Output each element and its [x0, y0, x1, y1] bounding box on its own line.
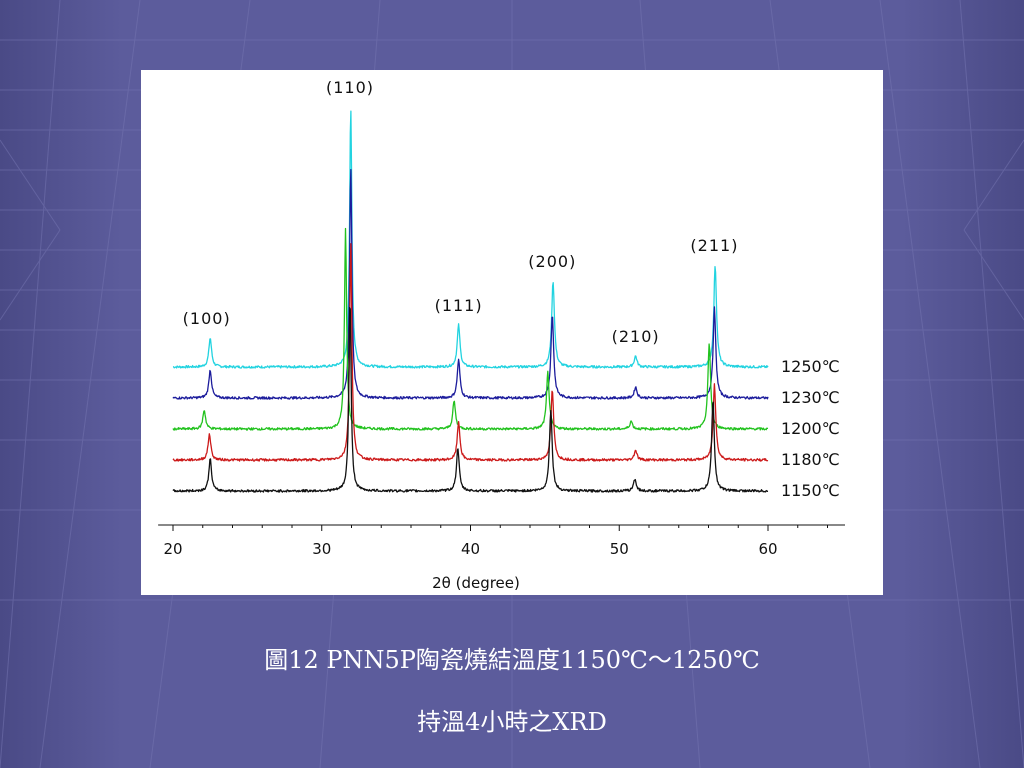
x-tick-label: 60 — [758, 540, 777, 558]
x-tick-label: 30 — [312, 540, 331, 558]
series-line — [172, 169, 769, 400]
xrd-chart-panel: 20 30 40 50 60 (100) (110) (111) (200) (210) (211… — [141, 70, 883, 595]
figure-caption-line2: 持溫4小時之XRD — [417, 708, 607, 736]
x-tick-label: 40 — [461, 540, 480, 558]
series-label: 1180℃ — [781, 450, 840, 469]
x-ticks: 20 30 40 50 60 — [163, 525, 828, 558]
peak-label: (100) — [183, 309, 231, 328]
series-line — [172, 110, 769, 369]
series-layer — [172, 110, 769, 493]
figure-caption-line1: 圖12 PNN5P陶瓷燒結溫度1150℃～1250℃ — [264, 646, 760, 674]
peak-label: (210) — [612, 327, 660, 346]
peak-label: (211) — [690, 236, 738, 255]
peak-label: (200) — [528, 252, 576, 271]
series-label: 1200℃ — [781, 419, 840, 438]
series-label: 1250℃ — [781, 357, 840, 376]
series-label: 1150℃ — [781, 481, 840, 500]
x-tick-label: 50 — [610, 540, 629, 558]
series-labels: 1250℃ 1230℃ 1200℃ 1180℃ 1150℃ — [781, 357, 840, 500]
peak-labels: (100) (110) (111) (200) (210) (211) — [183, 78, 738, 346]
series-line — [172, 306, 769, 493]
series-label: 1230℃ — [781, 388, 840, 407]
x-axis-label: 2θ (degree) — [432, 574, 520, 592]
x-tick-label: 20 — [163, 540, 182, 558]
series-line — [172, 243, 769, 462]
peak-label: (110) — [326, 78, 374, 97]
xrd-chart: 20 30 40 50 60 (100) (110) (111) (200) (210) (211… — [158, 78, 845, 592]
series-line — [172, 227, 769, 431]
peak-label: (111) — [435, 296, 483, 315]
